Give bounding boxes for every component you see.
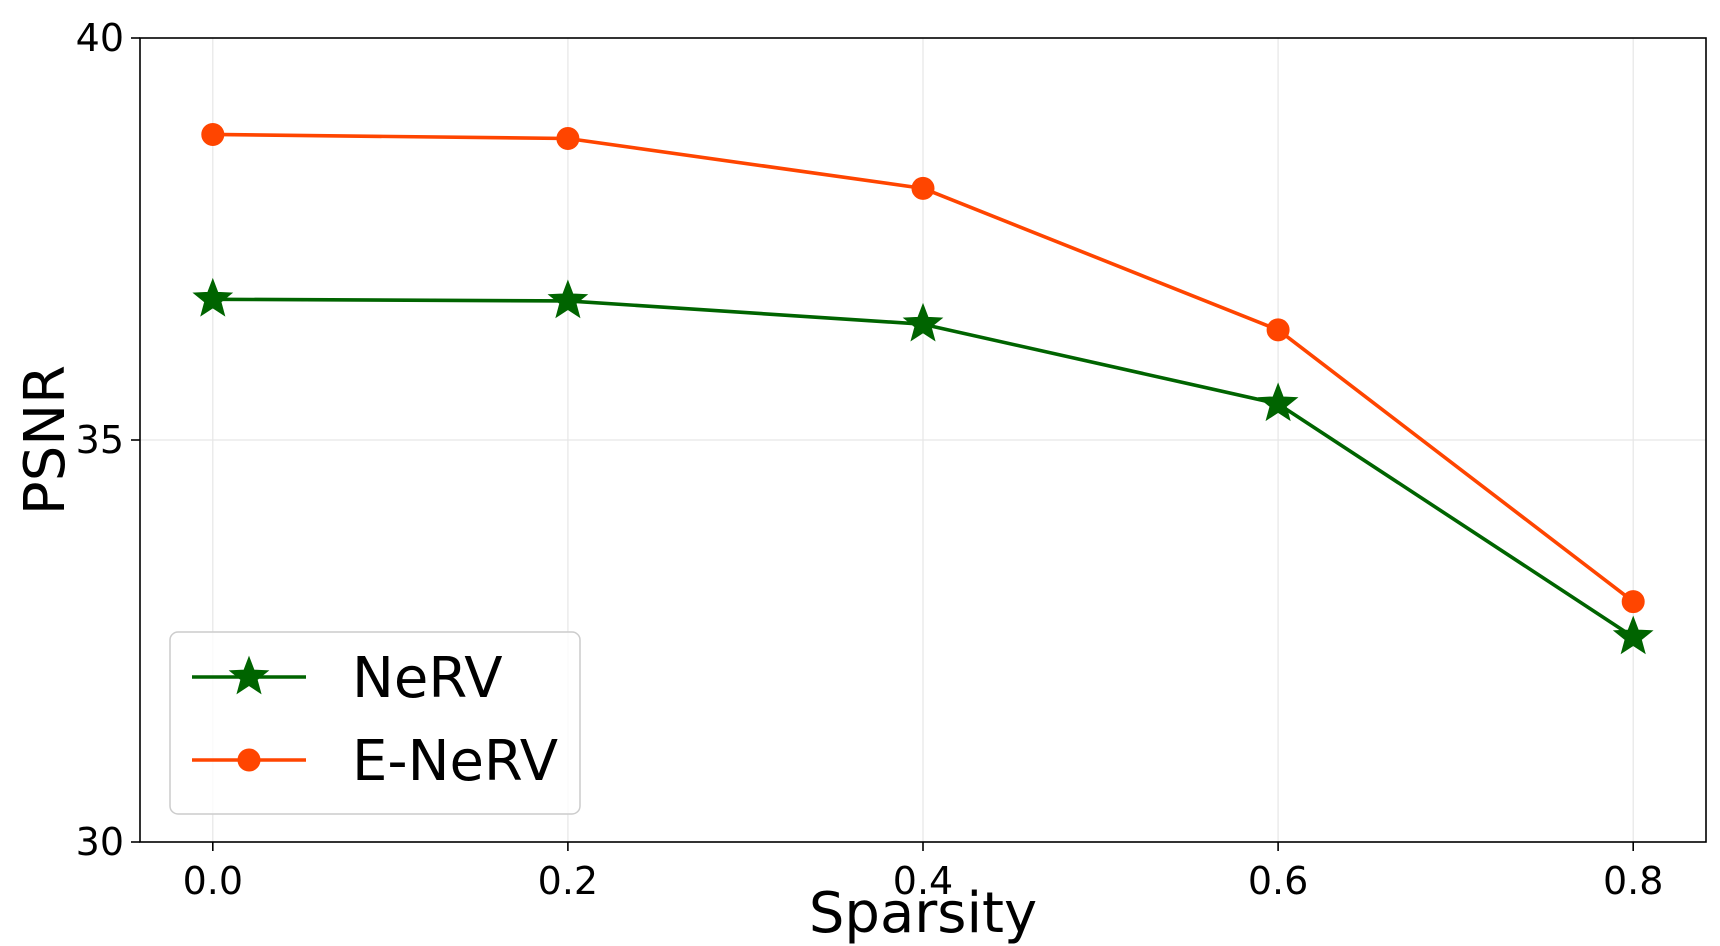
- series-layer: [192, 122, 1654, 655]
- y-tick-label: 35: [76, 418, 124, 462]
- legend-items: NeRV E-NeRV: [192, 646, 558, 794]
- axis-ticks: 0.0 0.2 0.4 0.6 0.8 30 35 40: [76, 16, 1664, 903]
- legend-item-e-nerv: E-NeRV: [192, 729, 558, 794]
- legend-marker: [237, 748, 261, 772]
- x-tick-label: 0.0: [183, 859, 243, 903]
- x-tick-label: 0.8: [1603, 859, 1663, 903]
- y-tick-label: 30: [76, 820, 124, 864]
- data-point: [201, 122, 225, 146]
- data-point: [1621, 590, 1645, 614]
- x-tick-label: 0.4: [893, 859, 953, 903]
- legend: NeRV E-NeRV: [169, 631, 581, 815]
- series-nerv: [192, 277, 1654, 655]
- y-axis-label: PSNR: [13, 365, 78, 515]
- data-point: [547, 279, 589, 319]
- data-point: [192, 277, 234, 317]
- y-tick-label: 40: [76, 16, 124, 60]
- data-point: [556, 127, 580, 150]
- x-axis-label: Sparsity: [809, 881, 1037, 946]
- legend-marker: [228, 655, 270, 695]
- legend-label: NeRV: [352, 646, 503, 711]
- data-point: [1266, 318, 1290, 342]
- x-tick-label: 0.6: [1248, 859, 1308, 903]
- x-tick-label: 0.2: [538, 859, 598, 903]
- legend-label: E-NeRV: [352, 729, 558, 794]
- data-point: [911, 176, 935, 200]
- data-point: [1612, 615, 1654, 655]
- series-e-nerv: [201, 122, 1645, 614]
- legend-item-nerv: NeRV: [192, 646, 503, 711]
- data-point: [902, 302, 944, 342]
- data-point: [1257, 382, 1299, 422]
